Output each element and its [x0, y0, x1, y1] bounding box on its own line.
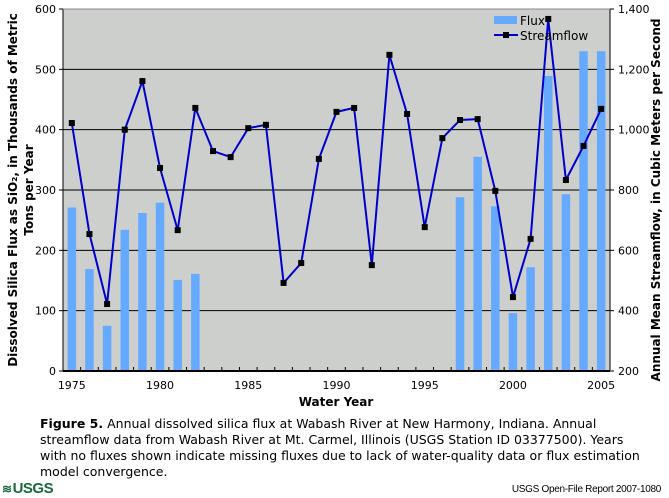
left-tick-label: 500	[35, 63, 56, 76]
streamflow-marker-1985	[245, 125, 252, 132]
streamflow-marker-1981	[174, 227, 181, 234]
flux-bar-1982	[191, 273, 200, 371]
left-tick-label: 300	[35, 184, 56, 197]
legend-flux-label: Flux	[520, 14, 545, 28]
streamflow-marker-1977	[104, 301, 111, 308]
x-axis-ticks: 1975 1980 1985 1990 1995 2000 2005	[58, 367, 615, 392]
streamflow-marker-2003	[562, 177, 569, 184]
right-tick-label: 1,400	[618, 3, 650, 16]
flux-bar-2005	[596, 51, 606, 371]
flux-bar-1998	[473, 156, 482, 371]
streamflow-marker-1983	[209, 148, 216, 155]
streamflow-marker-1993	[386, 51, 393, 58]
streamflow-marker-2000	[509, 294, 516, 301]
left-axis-title-line-1: Dissolved Silica Flux as SiO₂, in Thousa…	[6, 13, 20, 367]
x-axis-title: Water Year	[299, 395, 374, 409]
flux-bar-1976	[85, 269, 94, 371]
x-tick-label: 1985	[234, 379, 262, 392]
streamflow-marker-1992	[368, 262, 375, 269]
streamflow-marker-1989	[315, 155, 322, 162]
streamflow-marker-1980	[157, 164, 164, 171]
left-tick-label: 600	[35, 3, 56, 16]
report-id: USGS Open-File Report 2007-1080	[511, 484, 661, 495]
streamflow-marker-1994	[404, 110, 411, 117]
streamflow-marker-1976	[86, 231, 93, 238]
flux-bar-1980	[155, 202, 165, 371]
streamflow-marker-1991	[351, 104, 358, 111]
streamflow-marker-2001	[527, 235, 534, 242]
streamflow-marker-2004	[580, 142, 587, 149]
legend-streamflow-marker	[503, 32, 509, 38]
right-tick-label: 400	[618, 305, 639, 318]
usgs-waves-icon: ≋	[2, 482, 12, 496]
streamflow-marker-1999	[492, 187, 499, 194]
legend-flux-swatch	[494, 16, 517, 24]
streamflow-marker-1998	[474, 116, 481, 123]
x-tick-label: 2000	[499, 379, 527, 392]
streamflow-marker-1997	[457, 117, 464, 124]
x-tick-label: 1995	[411, 379, 439, 392]
flux-bar-2003	[561, 194, 571, 371]
left-axis-title: Dissolved Silica Flux as SiO₂, in Thousa…	[6, 13, 36, 367]
left-tick-label: 100	[35, 305, 56, 318]
left-tick-label: 200	[35, 244, 56, 257]
legend[interactable]: Flux Streamflow	[494, 14, 588, 43]
streamflow-marker-1988	[298, 260, 305, 267]
x-tick-label: 1980	[146, 379, 174, 392]
right-tick-label: 800	[618, 184, 639, 197]
streamflow-marker-1979	[139, 78, 146, 85]
right-axis-title: Annual Mean Streamflow, in Cubic Meters …	[649, 19, 663, 382]
streamflow-marker-1982	[192, 104, 199, 111]
streamflow-series	[68, 15, 605, 308]
flux-bar-2002	[543, 75, 553, 371]
flux-bars	[67, 51, 606, 371]
streamflow-marker-1975	[68, 120, 75, 127]
left-tick-label: 400	[35, 124, 56, 137]
right-axis-title-text: Annual Mean Streamflow, in Cubic Meters …	[649, 19, 663, 382]
figure-caption: Figure 5. Annual dissolved silica flux a…	[40, 416, 640, 480]
usgs-logo[interactable]: ≋USGS	[2, 480, 54, 497]
x-tick-label: 2005	[587, 379, 615, 392]
streamflow-marker-1978	[121, 126, 128, 133]
streamflow-marker-1986	[262, 121, 269, 128]
right-tick-label: 600	[618, 244, 639, 257]
streamflow-marker-1984	[227, 154, 234, 161]
x-tick-label: 1975	[58, 379, 86, 392]
caption-label: Figure 5.	[40, 416, 104, 431]
flux-bar-1999	[491, 206, 500, 371]
usgs-logo-text: USGS	[12, 480, 54, 497]
flux-bar-1975	[67, 207, 77, 371]
flux-bar-1978	[120, 229, 130, 371]
chart: 0 100 200 300 400 500 600 200 400 600 800 1,000 1,2…	[6, 3, 663, 409]
flux-bar-1981	[173, 279, 182, 371]
streamflow-marker-1987	[280, 279, 287, 286]
flux-bar-1997	[455, 197, 465, 371]
streamflow-marker-2005	[598, 105, 605, 112]
right-tick-label: 1,200	[618, 63, 650, 76]
flux-bar-2000	[508, 313, 518, 371]
right-tick-label: 1,000	[618, 124, 650, 137]
flux-bar-1979	[138, 212, 147, 371]
left-tick-label: 0	[49, 365, 56, 378]
flux-bar-2001	[526, 267, 535, 371]
right-axis-ticks: 200 400 600 800 1,000 1,200 1,400	[610, 3, 650, 378]
streamflow-marker-1996	[439, 135, 446, 142]
streamflow-marker-1990	[333, 108, 340, 115]
left-axis-title-line-2: Tons per Year	[22, 144, 36, 235]
legend-streamflow-label: Streamflow	[520, 29, 588, 43]
left-axis-ticks: 0 100 200 300 400 500 600	[35, 3, 63, 378]
flux-bar-1977	[102, 325, 112, 371]
streamflow-marker-1995	[421, 224, 428, 231]
flux-bar-2004	[579, 51, 588, 371]
streamflow-marker-2002	[545, 15, 552, 22]
caption-text: Annual dissolved silica flux at Wabash R…	[40, 416, 640, 479]
x-tick-label: 1990	[323, 379, 351, 392]
right-tick-label: 200	[618, 365, 639, 378]
